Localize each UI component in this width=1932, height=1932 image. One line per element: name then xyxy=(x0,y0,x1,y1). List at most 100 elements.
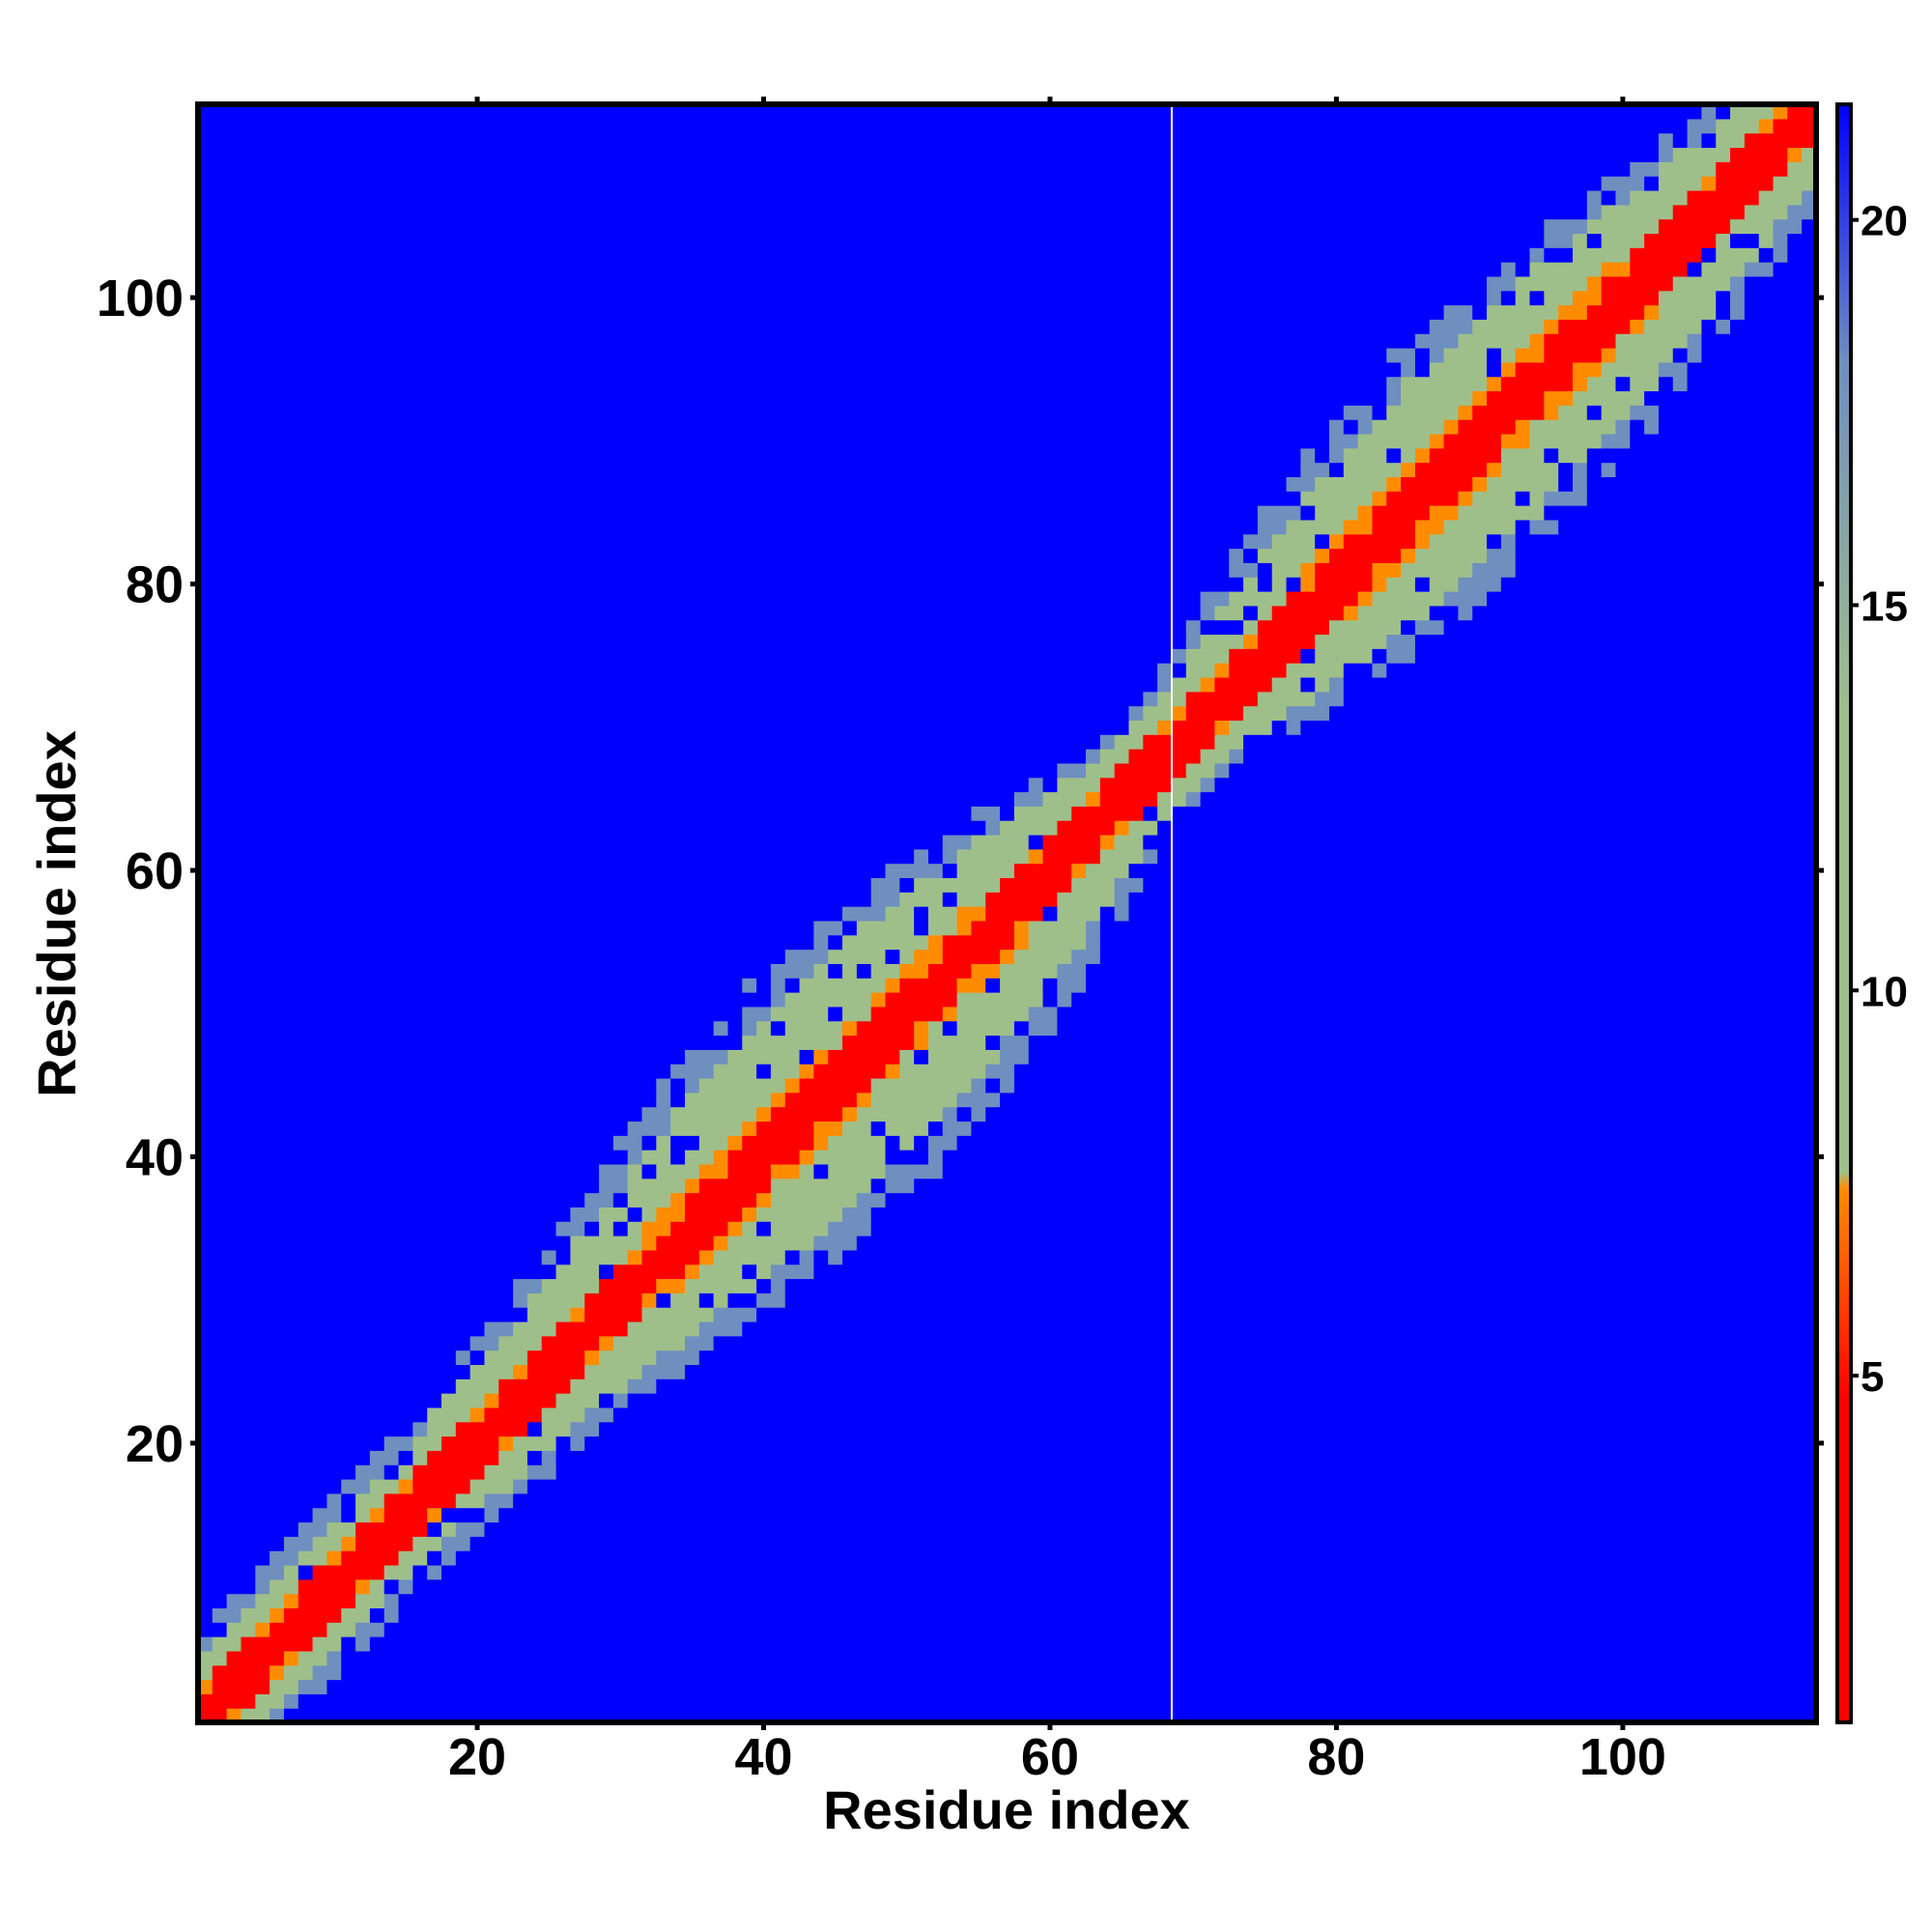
heatmap-cell xyxy=(1143,877,1817,893)
heatmap-cell xyxy=(1386,376,1402,392)
heatmap-cell xyxy=(198,1221,557,1236)
heatmap-cell xyxy=(198,1479,342,1494)
heatmap-cell xyxy=(198,834,944,850)
heatmap-cell xyxy=(1099,920,1817,936)
heatmap-cell xyxy=(742,1221,757,1236)
heatmap-cell xyxy=(756,978,772,993)
heatmap-cell xyxy=(355,1593,385,1609)
heatmap-cell xyxy=(1487,548,1517,563)
heatmap-cell xyxy=(828,949,887,964)
heatmap-cell xyxy=(198,1406,428,1423)
heatmap-cell xyxy=(412,1464,486,1480)
heatmap-cell xyxy=(1716,247,1760,263)
heatmap-cell xyxy=(1057,777,1101,793)
heatmap-cell xyxy=(1414,333,1460,349)
heatmap-cell xyxy=(1013,863,1072,879)
heatmap-cell xyxy=(1429,319,1473,334)
heatmap-cell xyxy=(198,1293,514,1308)
heatmap-cell xyxy=(1114,762,1187,779)
heatmap-cell xyxy=(971,963,1001,979)
heatmap-cell xyxy=(198,176,1603,191)
heatmap-cell xyxy=(1701,104,1717,120)
heatmap-cell xyxy=(1128,749,1202,764)
heatmap-cell xyxy=(1443,433,1502,449)
heatmap-cell xyxy=(612,1192,629,1208)
heatmap-cell xyxy=(298,1693,1817,1709)
heatmap-cell xyxy=(198,218,1545,235)
heatmap-cell xyxy=(1257,548,1316,563)
heatmap-cell xyxy=(927,848,944,865)
heatmap-cell xyxy=(1286,705,1330,721)
heatmap-cell xyxy=(1787,233,1817,248)
heatmap-cell xyxy=(1214,734,1244,750)
heatmap-cell xyxy=(756,1307,1817,1322)
heatmap-cell xyxy=(298,1650,328,1666)
heatmap-cell xyxy=(198,1106,643,1122)
heatmap-cell xyxy=(1687,189,1760,206)
heatmap-cell xyxy=(627,1393,1817,1408)
heatmap-cell xyxy=(1243,705,1288,721)
heatmap-cell xyxy=(198,949,786,964)
heatmap-cell xyxy=(1586,447,1817,464)
heatmap-cell xyxy=(198,189,1588,206)
heatmap-cell xyxy=(1558,304,1588,320)
heatmap-cell xyxy=(727,1293,757,1308)
heatmap-cell xyxy=(226,1708,242,1723)
heatmap-cell xyxy=(1386,634,1416,649)
heatmap-cell xyxy=(1013,806,1072,821)
heatmap-cell xyxy=(355,1507,371,1523)
heatmap-cell xyxy=(985,906,1044,922)
heatmap-cell xyxy=(369,1636,1817,1652)
heatmap-cell xyxy=(1214,762,1230,779)
heatmap-cell xyxy=(1343,405,1374,420)
heatmap-cell xyxy=(226,1593,256,1609)
heatmap-cell xyxy=(1099,934,1817,951)
heatmap-cell xyxy=(1472,476,1488,492)
heatmap-cell xyxy=(198,533,1244,550)
heatmap-cell xyxy=(570,1249,629,1265)
heatmap-cell xyxy=(1515,548,1817,563)
heatmap-cell xyxy=(1343,605,1359,621)
heatmap-cell xyxy=(1414,447,1431,464)
heatmap-cell xyxy=(684,1278,757,1293)
heatmap-cell xyxy=(1773,218,1803,235)
heatmap-cell xyxy=(440,1550,457,1566)
heatmap-cell xyxy=(1414,619,1445,636)
heatmap-cell xyxy=(1028,1049,1817,1065)
heatmap-cell xyxy=(684,1192,757,1208)
heatmap-cell xyxy=(1773,176,1817,191)
heatmap-cell xyxy=(1372,491,1387,506)
heatmap-cell xyxy=(198,1693,256,1709)
heatmap-cell xyxy=(1257,634,1316,649)
heatmap-cell xyxy=(570,1421,600,1437)
heatmap-cell xyxy=(1343,447,1387,464)
heatmap-cell xyxy=(1143,705,1173,721)
heatmap-cell xyxy=(799,1077,872,1094)
heatmap-cell xyxy=(1744,204,1788,220)
heatmap-cell xyxy=(856,1106,944,1122)
heatmap-cell xyxy=(656,1350,700,1366)
heatmap-cell xyxy=(427,1421,457,1437)
heatmap-cell xyxy=(927,1135,958,1151)
heatmap-cell xyxy=(1128,892,1817,907)
heatmap-cell xyxy=(1601,462,1617,477)
heatmap-cell xyxy=(198,1464,356,1480)
heatmap-cell xyxy=(1013,1020,1030,1037)
heatmap-cell xyxy=(1601,290,1660,306)
heatmap-cell xyxy=(427,1564,442,1580)
heatmap-cell xyxy=(412,1421,428,1437)
heatmap-cell xyxy=(1099,777,1173,793)
heatmap-cell xyxy=(698,1321,743,1337)
heatmap-cell xyxy=(427,1521,442,1537)
heatmap-cell xyxy=(1644,390,1817,406)
heatmap-cell xyxy=(1414,361,1431,378)
heatmap-cell xyxy=(1515,262,1531,277)
heatmap-cell xyxy=(1558,405,1588,420)
heatmap-cell xyxy=(312,1636,342,1652)
heatmap-cell xyxy=(1515,290,1531,306)
heatmap-cell xyxy=(1372,562,1402,578)
heatmap-cell xyxy=(1214,663,1230,678)
heatmap-cell xyxy=(842,1020,858,1037)
heatmap-cell xyxy=(427,1507,442,1523)
heatmap-cell xyxy=(1487,290,1502,306)
